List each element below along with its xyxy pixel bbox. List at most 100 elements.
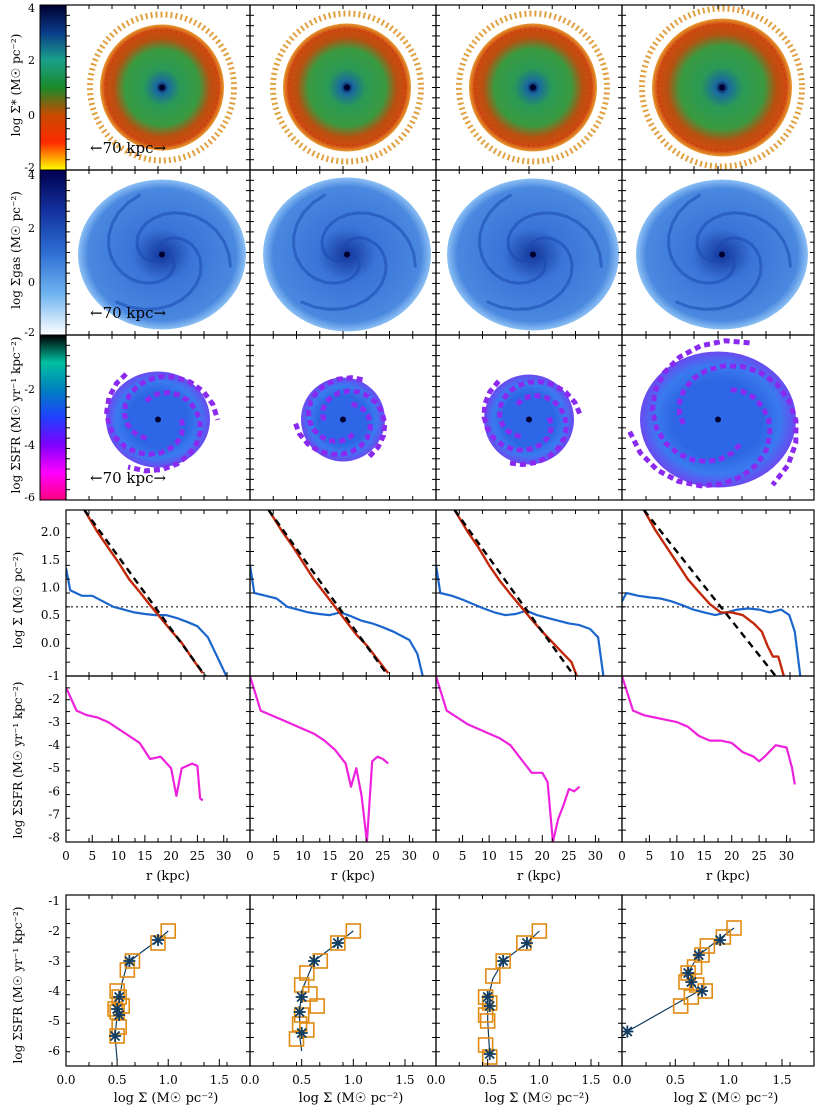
x-tick-label: 10 (482, 849, 497, 863)
x-tick-label: 0.5 (108, 1073, 127, 1087)
y-tick-label: -7 (48, 807, 60, 821)
y-tick-label: 1.5 (41, 553, 60, 567)
map-panel-sfr-2 (249, 334, 437, 501)
x-tick-label: 1.0 (344, 1073, 363, 1087)
colorbar-sfr (40, 335, 66, 500)
ks-panel-4: 0.0 0.5 1.0 1.5 log Σ (M☉ pc⁻²) (612, 894, 815, 1106)
galaxy-center (530, 251, 536, 258)
ks-star-marker (331, 937, 344, 949)
y-tick-label: -8 (48, 830, 60, 844)
density-panel-4 (621, 509, 815, 677)
map-panel-stellar-1: ←70 kpc→ (65, 4, 251, 171)
x-tick-label: 25 (561, 849, 576, 863)
colorbar-tick: -2 (24, 383, 35, 396)
ks-box-marker (309, 998, 325, 1014)
ks-star-marker (293, 1006, 306, 1018)
map-panel-stellar-4 (621, 4, 815, 171)
ks-box-marker (688, 977, 705, 993)
y-tick-label: -5 (48, 761, 60, 775)
map-rows: 4 2 0 -2 log Σ* (M☉ pc⁻²) ←70 kpc→ 4 2 0 -2 log Σg… (9, 2, 815, 504)
galaxy-center (719, 251, 725, 258)
colorbar-label: log Σ* (M☉ pc⁻²) (9, 34, 23, 137)
spiral-arm (485, 236, 574, 311)
scale-bar-label: ←70 kpc→ (90, 304, 167, 322)
stellar-halo (456, 10, 610, 165)
spiral-arm (135, 211, 232, 268)
galaxy-center (530, 84, 536, 91)
stellar-speckle (656, 23, 788, 152)
colorbar-tick: -6 (24, 491, 35, 504)
x-tick-label: 1.5 (395, 1073, 414, 1087)
x-tick-label: 5 (273, 849, 281, 863)
ks-box-marker (485, 968, 501, 984)
sfr-panel-4: 0 5 10 15 20 25 30 r (kpc) (618, 675, 815, 884)
ks-star-marker (483, 1048, 496, 1060)
spiral-arm (320, 211, 417, 268)
sfr-arm (626, 387, 773, 489)
ks-box-marker (479, 1013, 496, 1029)
y-tick-label: -1 (48, 894, 60, 908)
ks-box-marker (726, 920, 742, 936)
galaxy-center (159, 84, 165, 91)
x-tick-label: 0 (432, 849, 440, 863)
x-tick-label: 0.0 (240, 1073, 259, 1087)
colorbar-tick: 4 (28, 169, 35, 182)
y-tick-label: -2 (48, 924, 60, 938)
map-panel-stellar-3 (435, 4, 623, 171)
colorbar-tick: 2 (28, 54, 35, 67)
ks-star-marker (682, 967, 695, 979)
x-axis-label: log Σ (M☉ pc⁻²) (674, 1091, 779, 1106)
ks-star-marker (714, 934, 727, 946)
map-panel-gas-2 (249, 169, 437, 336)
spiral-arm (667, 193, 736, 285)
map-panel-gas-3 (435, 169, 623, 336)
y-tick-label: -6 (48, 784, 60, 798)
x-tick-label: 10 (111, 849, 126, 863)
spiral-arm (478, 193, 547, 285)
x-tick-label: 0 (246, 849, 254, 863)
density-profile-row: log Σ (M☉ pc⁻²) 2.0 1.5 1.0 0.5 0.0 (11, 509, 815, 677)
colorbar-tick: -2 (24, 326, 35, 339)
gas-profile-line (250, 565, 424, 676)
gas-profile-line (66, 567, 228, 676)
x-tick-label: 15 (697, 849, 712, 863)
gas-profile-line (622, 591, 802, 676)
ks-box-marker (288, 1031, 305, 1047)
spiral-arm (674, 236, 763, 311)
y-tick-label: -3 (48, 715, 60, 729)
y-tick-label: -4 (48, 738, 60, 752)
y-tick-label: -4 (48, 984, 60, 998)
sfr-arm (481, 379, 554, 453)
ks-star-marker (308, 955, 321, 967)
stellar-halo (639, 5, 805, 170)
x-axis-label: log Σ (M☉ pc⁻²) (299, 1091, 404, 1106)
ks-box-marker (495, 953, 511, 969)
sfr-profile-row: log ΣSFR (M☉ yr⁻¹ kpc⁻²) -1 -2 -3 -4 -5 -6 -7 -8… (11, 669, 815, 884)
colorbar-tick: 2 (28, 222, 35, 235)
sfr-arm (104, 369, 186, 457)
y-tick-label: -1 (48, 669, 60, 683)
ks-box-marker (299, 965, 315, 981)
colorbar-tick: -2 (24, 161, 35, 174)
ks-star-marker (109, 1030, 122, 1042)
galaxy-center (340, 416, 346, 423)
ks-box-marker (345, 923, 362, 939)
sfr-arm (649, 338, 752, 465)
sfr-profile-line (250, 676, 389, 842)
ks-star-marker (295, 991, 308, 1003)
spiral-arm (107, 193, 176, 285)
stellar-profile-line (83, 510, 204, 674)
ks-relation-row: log ΣSFR (M☉ yr⁻¹ kpc⁻²)-1-2-3-4-5-60.0 0… (11, 894, 815, 1106)
y-axis-label: log ΣSFR (M☉ yr⁻¹ kpc⁻²) (11, 907, 25, 1064)
ks-star-marker (483, 1000, 496, 1012)
galaxy-center (526, 416, 532, 423)
exponential-fit-line (453, 510, 576, 676)
x-tick-label: 0.0 (426, 1073, 445, 1087)
x-tick-label: 15 (322, 849, 337, 863)
x-tick-label: 1.0 (159, 1073, 178, 1087)
y-tick-label: -5 (48, 1014, 60, 1028)
gas-profile-line (436, 565, 605, 676)
ks-star-marker (497, 955, 510, 967)
ks-star-marker (152, 934, 164, 946)
